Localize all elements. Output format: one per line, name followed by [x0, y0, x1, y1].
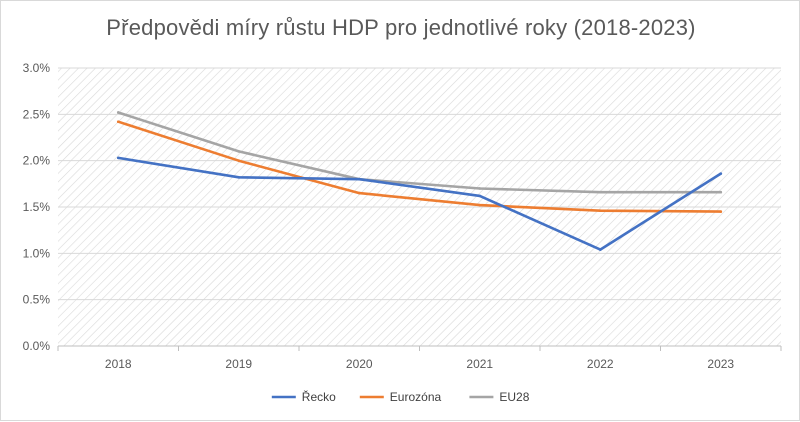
legend-label: EU28	[499, 390, 529, 404]
data-point	[598, 209, 602, 213]
data-point	[598, 248, 602, 251]
y-tick-label: 2.5%	[23, 107, 51, 121]
series-line-1	[117, 120, 723, 213]
series-line-2	[117, 111, 723, 194]
legend-label: Řecko	[302, 389, 336, 404]
data-point	[237, 176, 241, 179]
data-point	[719, 172, 723, 175]
y-tick-label: 3.0%	[23, 61, 51, 75]
y-tick-label: 0.5%	[23, 293, 51, 307]
data-point	[116, 111, 120, 114]
data-point	[719, 190, 723, 194]
x-tick-label: 2022	[587, 357, 614, 371]
data-point	[719, 210, 723, 213]
data-point	[357, 177, 361, 181]
chart-title: Předpovědi míry růstu HDP pro jednotlivé…	[106, 15, 696, 40]
series-line-0	[117, 156, 723, 251]
data-point	[237, 150, 241, 153]
x-tick-label: 2021	[466, 357, 493, 371]
y-tick-label: 1.5%	[23, 200, 51, 214]
data-point	[478, 187, 482, 190]
y-tick-label: 2.0%	[23, 154, 51, 168]
y-tick-label: 1.0%	[23, 246, 51, 260]
x-tick-label: 2019	[225, 357, 252, 371]
y-tick-label: 0.0%	[23, 339, 51, 353]
x-tick-label: 2020	[346, 357, 373, 371]
x-tick-label: 2018	[105, 357, 132, 371]
data-point	[237, 159, 241, 162]
data-point	[478, 203, 482, 207]
x-tick-label: 2023	[707, 357, 734, 371]
data-point	[598, 190, 602, 194]
data-point	[116, 120, 120, 124]
data-point	[116, 156, 120, 160]
data-point	[357, 191, 361, 195]
data-point	[478, 194, 482, 198]
legend-label: Eurozóna	[390, 390, 442, 404]
